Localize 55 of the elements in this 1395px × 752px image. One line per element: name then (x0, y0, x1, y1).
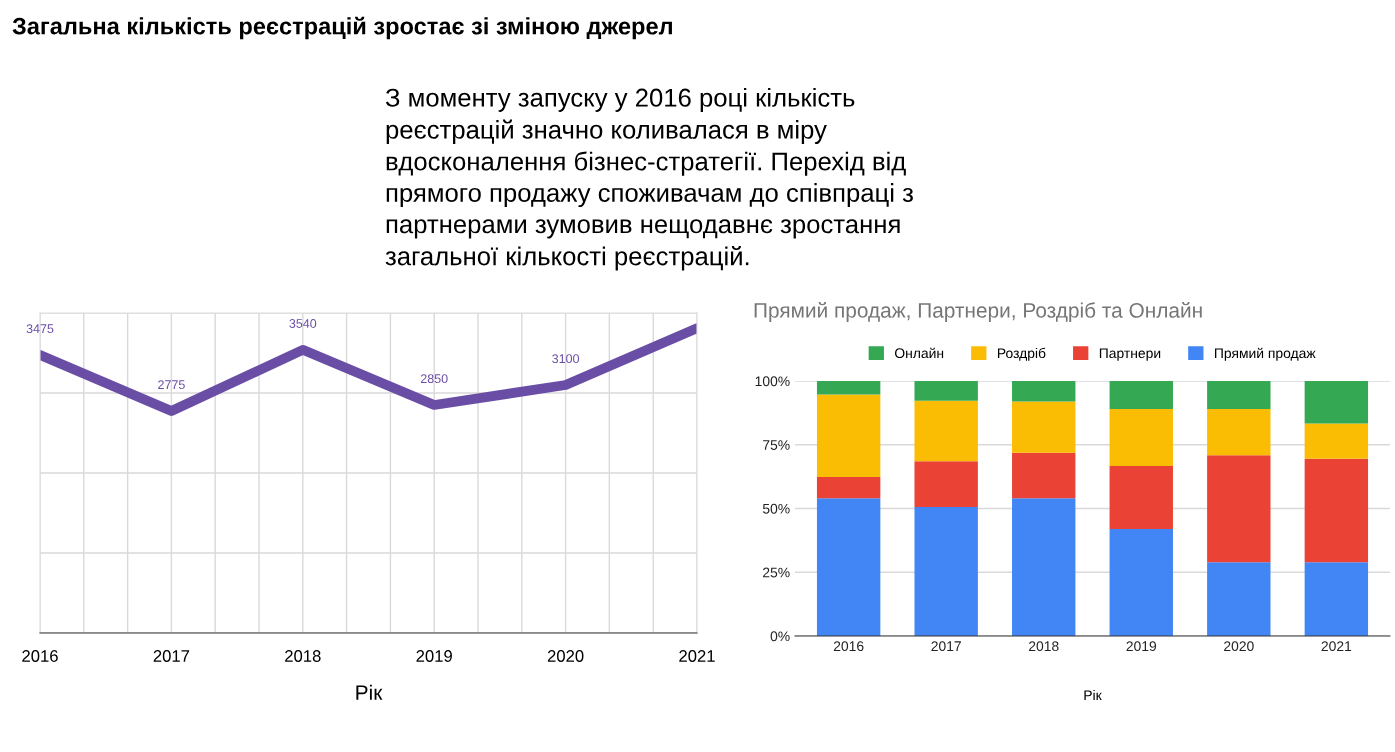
x-axis-title: Рік (1084, 689, 1102, 700)
bar (914, 400, 978, 462)
x-tick-label: 2018 (285, 650, 321, 662)
x-tick-label: 2019 (1126, 641, 1157, 652)
legend-label: Онлайн (894, 347, 944, 359)
x-tick-label: 2020 (547, 650, 584, 662)
legend-label: Роздріб (997, 347, 1046, 361)
bar (914, 381, 978, 401)
x-tick-label: 2017 (153, 650, 190, 662)
x-tick-label: 2021 (679, 650, 715, 662)
bar (914, 461, 978, 507)
bar (1109, 381, 1173, 410)
bar (816, 498, 881, 636)
bar (1304, 458, 1369, 563)
data-label: 2850 (420, 374, 448, 384)
bar (1207, 562, 1271, 636)
bar (1207, 409, 1271, 456)
x-tick-label: 2017 (931, 641, 961, 652)
y-tick-label: 0% (770, 631, 790, 642)
x-tick-label: 2016 (833, 641, 864, 652)
bar (1304, 562, 1369, 636)
text: З моменту запуску у 2016 році кількість реєстрацій значно коливалася в міру вдосконалення бізнес-стратегії. Перехід від прямого продажу споживачам до співпраці з партнерами зумовив нещодавнє зростання загальної кількості реєстрацій. (385, 87, 913, 271)
bar (816, 381, 881, 395)
x-tick-label: 2016 (22, 650, 58, 662)
x-tick-label: 2019 (416, 650, 452, 662)
bar (1012, 381, 1076, 402)
bar (1207, 455, 1271, 563)
bar (914, 506, 978, 636)
x-tick-label: 2018 (1028, 641, 1059, 652)
x-tick-label: 2020 (1224, 641, 1254, 652)
bar (1109, 528, 1173, 636)
bar (1304, 381, 1369, 424)
bar (816, 394, 881, 477)
chart-title: Прямий продаж, Партнери, Роздріб та Онлайн (754, 302, 1202, 322)
x-tick-label: 2021 (1321, 641, 1352, 652)
text: Загальна кількість реєстрацій зростає зі зміною джерел (12, 16, 672, 40)
legend-label: Прямий продаж (1215, 347, 1316, 361)
bar (1109, 409, 1173, 466)
y-tick-label: 25% (763, 567, 790, 578)
x-axis-title: Рік (356, 684, 383, 700)
y-tick-label: 75% (763, 440, 790, 450)
bar (1304, 423, 1369, 459)
data-label: 3475 (26, 324, 54, 334)
data-label: 2775 (158, 380, 185, 390)
y-tick-label: 50% (762, 503, 790, 514)
bar (1012, 498, 1076, 636)
legend-label: Партнери (1099, 348, 1161, 361)
data-label: 3100 (552, 354, 580, 364)
y-tick-label: 100% (755, 376, 790, 387)
data-label: 3540 (289, 319, 317, 328)
bar (1012, 452, 1076, 499)
bar (816, 476, 881, 499)
bar (1012, 401, 1076, 453)
bar (1207, 381, 1271, 410)
bar (1109, 465, 1173, 529)
